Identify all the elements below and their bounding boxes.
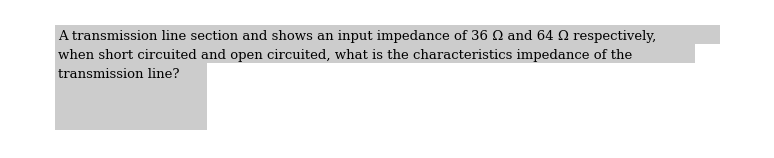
Polygon shape: [55, 25, 720, 130]
Text: A transmission line section and shows an input impedance of 36 Ω and 64 Ω respec: A transmission line section and shows an…: [58, 30, 656, 43]
Text: transmission line?: transmission line?: [58, 68, 180, 81]
Text: when short circuited and open circuited, what is the characteristics impedance o: when short circuited and open circuited,…: [58, 49, 632, 62]
